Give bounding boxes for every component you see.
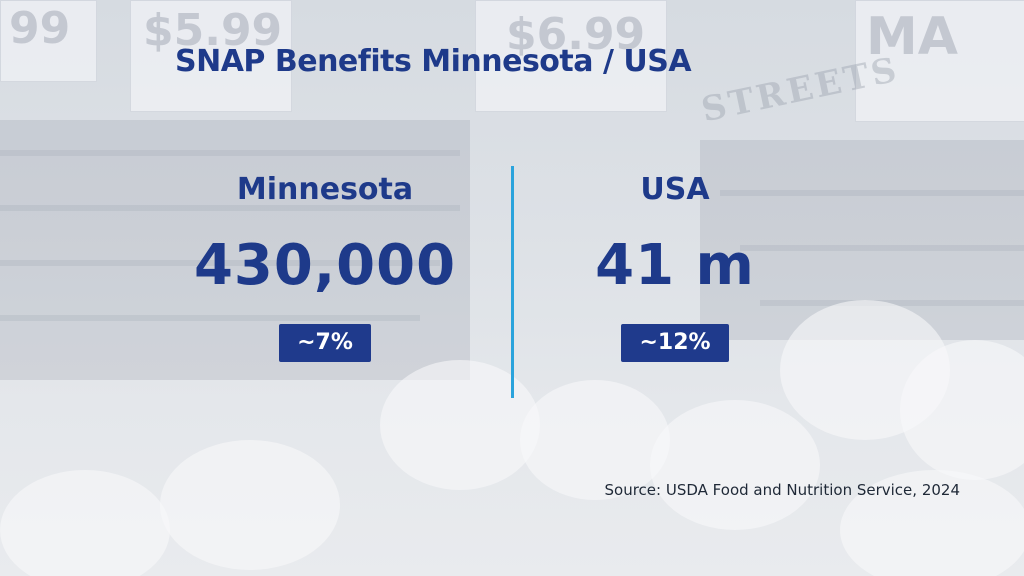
background-produce [520, 380, 670, 500]
source-note: Source: USDA Food and Nutrition Service,… [604, 481, 960, 499]
background-produce [0, 470, 170, 576]
background-produce [380, 360, 540, 490]
minnesota-value: 430,000 [193, 233, 457, 298]
background-shelf [0, 260, 440, 266]
background-shelf [720, 190, 1024, 196]
background-produce [160, 440, 340, 570]
background-store-sign: MA [855, 0, 1024, 122]
usa-value: 41 m [595, 233, 755, 298]
background-shelf [0, 205, 460, 211]
background-shelves [0, 120, 470, 380]
background-produce [900, 340, 1024, 480]
background-shelf [740, 245, 1024, 251]
background-produce [650, 400, 820, 530]
background-shelf [0, 150, 460, 156]
graphic-title: SNAP Benefits Minnesota / USA [175, 44, 692, 79]
usa-column: USA 41 m ~12% [560, 168, 790, 362]
usa-label: USA [640, 172, 710, 207]
background-produce [840, 470, 1024, 576]
minnesota-column: Minnesota 430,000 ~7% [170, 168, 480, 362]
column-divider [511, 166, 514, 398]
background-price-sign: 99 [0, 0, 97, 82]
background-shelf [0, 315, 420, 321]
minnesota-share-badge: ~7% [279, 324, 371, 362]
minnesota-label: Minnesota [236, 172, 414, 207]
background-price-sign: $6.99 [475, 0, 667, 112]
usa-share-badge: ~12% [621, 324, 729, 362]
background-price-sign: $5.99 [130, 0, 292, 112]
